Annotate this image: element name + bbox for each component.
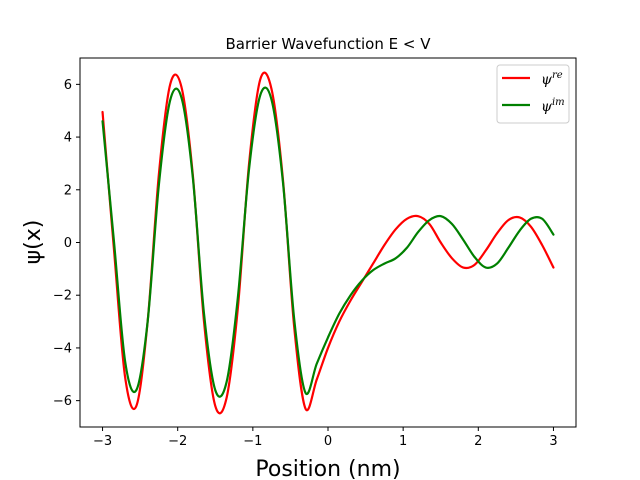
series-lines	[101, 71, 555, 415]
x-axis-label: Position (nm)	[255, 457, 400, 480]
x-tick-label: 2	[474, 434, 482, 449]
series-line-re	[101, 71, 555, 415]
legend-label-re: ψre	[541, 70, 563, 88]
x-tick-label: 0	[324, 434, 332, 449]
y-tick-label: −4	[53, 341, 72, 356]
x-tick-label: −2	[168, 434, 187, 449]
x-tick-label: −1	[243, 434, 262, 449]
x-axis-ticks: −3 −2 −1 0 1 2 3	[93, 427, 558, 449]
y-axis-ticks: −6 −4 −2 0 2 4 6	[53, 78, 80, 409]
legend-label-base: ψ	[541, 99, 553, 115]
y-tick-label: −6	[53, 394, 72, 409]
y-tick-label: −2	[53, 289, 72, 304]
x-tick-label: 1	[399, 434, 407, 449]
plot-background	[80, 58, 576, 427]
legend-label-base: ψ	[541, 72, 553, 88]
y-tick-label: 0	[64, 236, 72, 251]
legend-box	[496, 64, 570, 124]
chart-title: Barrier Wavefunction E < V	[226, 35, 432, 53]
legend-label-superscript: im	[552, 97, 565, 108]
plot-area: −3 −2 −1 0 1 2 3 −6 −4 −2 0 2 4 6	[53, 57, 577, 449]
legend-label-im: ψim	[541, 97, 565, 115]
y-axis-label: ψ(x)	[21, 220, 46, 265]
legend-label-superscript: re	[552, 70, 563, 81]
series-line-im	[101, 86, 555, 398]
x-tick-label: 3	[549, 434, 557, 449]
x-tick-label: −3	[93, 434, 112, 449]
y-tick-label: 6	[64, 78, 72, 93]
y-tick-label: 4	[64, 131, 72, 146]
y-tick-label: 2	[64, 183, 72, 198]
